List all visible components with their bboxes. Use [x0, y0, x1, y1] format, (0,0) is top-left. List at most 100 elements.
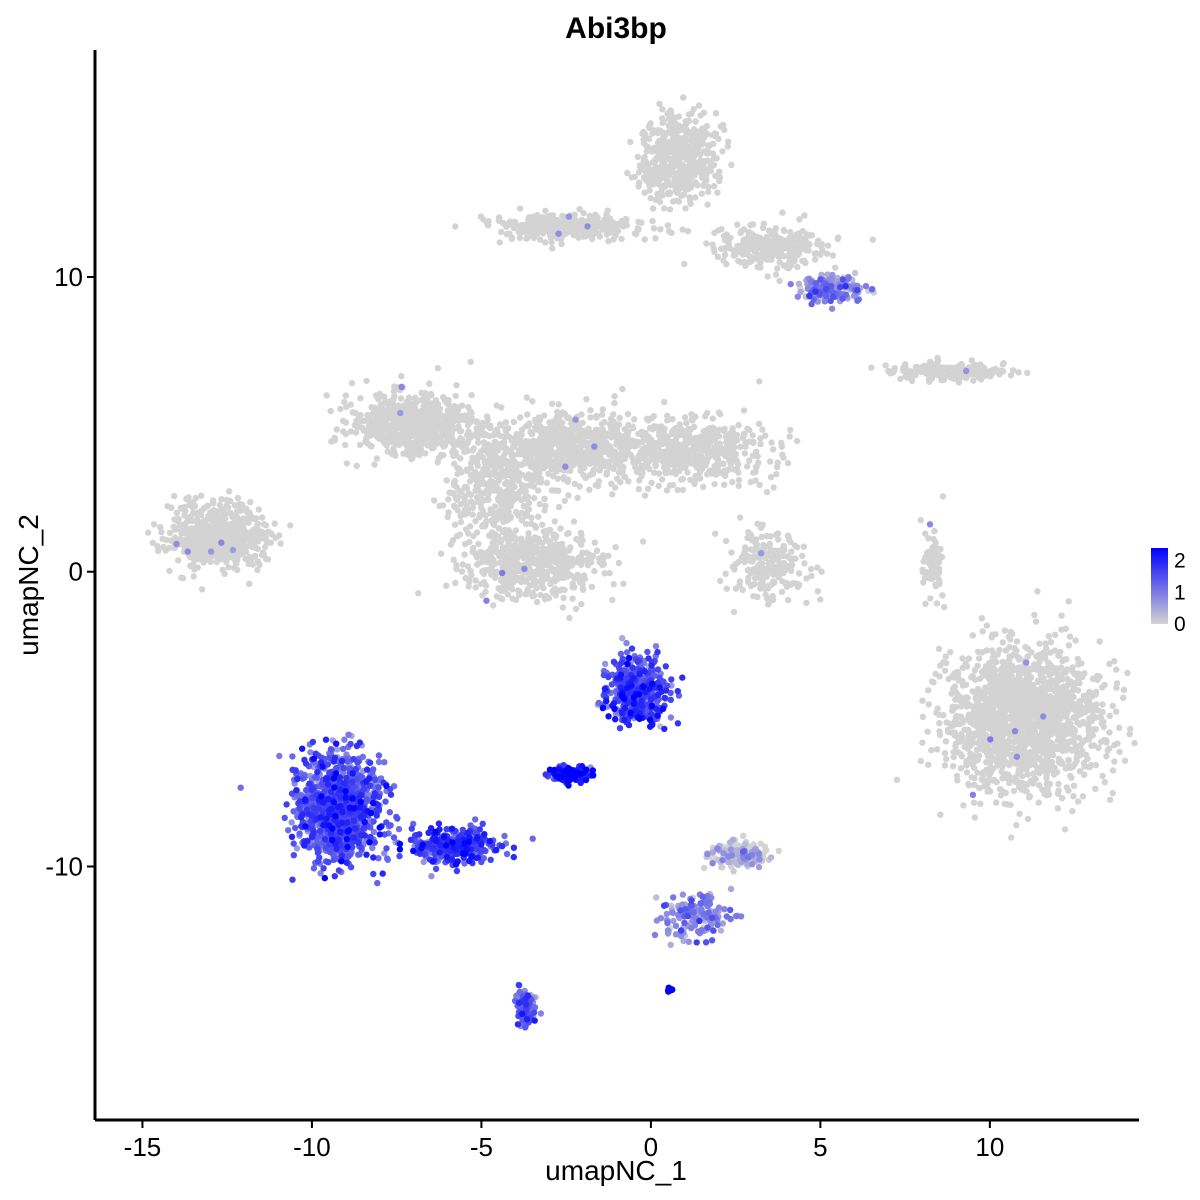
data-point [972, 362, 979, 369]
data-point [659, 165, 666, 172]
data-point [557, 434, 564, 441]
data-point [606, 421, 614, 428]
data-point [470, 445, 477, 452]
data-point [198, 536, 205, 543]
data-point [451, 477, 458, 485]
data-point [388, 428, 395, 435]
data-point [769, 552, 776, 559]
data-point [764, 583, 771, 590]
data-point [445, 400, 452, 408]
data-point [558, 240, 565, 248]
data-point [180, 529, 187, 536]
data-point [924, 364, 932, 371]
data-point [649, 169, 656, 177]
data-point [765, 600, 772, 607]
data-point [651, 445, 659, 452]
data-point [645, 135, 653, 142]
data-point [592, 482, 599, 489]
data-point [548, 544, 555, 551]
data-point [773, 471, 780, 478]
data-point [774, 265, 781, 272]
data-point [518, 535, 525, 542]
data-point [223, 558, 230, 565]
data-point [383, 407, 390, 414]
data-point [611, 393, 618, 400]
data-point [185, 540, 192, 548]
data-point [664, 110, 671, 117]
data-point [729, 478, 736, 486]
data-point [779, 552, 786, 559]
data-point [938, 367, 945, 375]
data-point [395, 434, 402, 441]
data-point [577, 529, 585, 536]
data-point [328, 438, 335, 445]
data-point [574, 494, 581, 501]
data-point [717, 577, 724, 585]
data-point [647, 120, 654, 127]
data-point [501, 587, 508, 595]
data-point [614, 475, 621, 482]
data-point [171, 492, 178, 500]
data-point [550, 473, 557, 480]
data-point [235, 522, 242, 529]
data-point [491, 438, 498, 446]
data-point [631, 173, 638, 181]
data-point [789, 555, 797, 562]
data-point [475, 540, 482, 548]
data-point [468, 572, 475, 579]
data-point [596, 233, 603, 240]
data-point [705, 188, 712, 196]
data-point [535, 445, 542, 452]
data-point [531, 570, 538, 577]
data-point [801, 257, 808, 264]
data-point [508, 235, 515, 242]
data-point [390, 388, 398, 395]
data-point [246, 509, 253, 516]
data-point [940, 376, 948, 383]
data-point [246, 580, 253, 587]
data-point [777, 240, 785, 247]
data-point [640, 445, 647, 452]
data-point [730, 466, 738, 473]
data-point [774, 459, 781, 466]
data-point [468, 391, 475, 399]
data-point [234, 494, 242, 502]
data-point [438, 419, 445, 426]
data-point [720, 232, 728, 240]
data-point [371, 428, 378, 435]
data-point [470, 544, 477, 552]
data-point [340, 428, 347, 435]
data-point [587, 414, 594, 421]
data-point [647, 195, 654, 202]
data-point [192, 494, 199, 502]
data-point [631, 416, 638, 423]
data-point [453, 409, 461, 416]
data-point [750, 469, 757, 476]
data-point [449, 440, 457, 447]
data-points [144, 94, 1138, 1031]
data-point [356, 441, 364, 449]
data-point [516, 591, 523, 599]
data-point [209, 497, 217, 504]
data-point [213, 558, 220, 566]
data-point [627, 138, 634, 146]
data-point [595, 427, 603, 434]
data-point [636, 162, 644, 169]
data-point [391, 392, 398, 400]
data-point [664, 447, 671, 454]
data-point [645, 438, 653, 445]
data-point [546, 218, 553, 225]
data-point [260, 521, 268, 528]
data-point [498, 404, 505, 411]
data-point [559, 604, 567, 611]
data-point [468, 415, 475, 422]
data-point [276, 532, 283, 539]
data-point [751, 581, 758, 588]
data-point [536, 501, 543, 508]
data-point [537, 571, 545, 578]
data-point [202, 542, 210, 550]
data-point [745, 232, 753, 239]
data-point [184, 518, 191, 525]
data-point [527, 429, 534, 436]
data-point [641, 236, 648, 243]
